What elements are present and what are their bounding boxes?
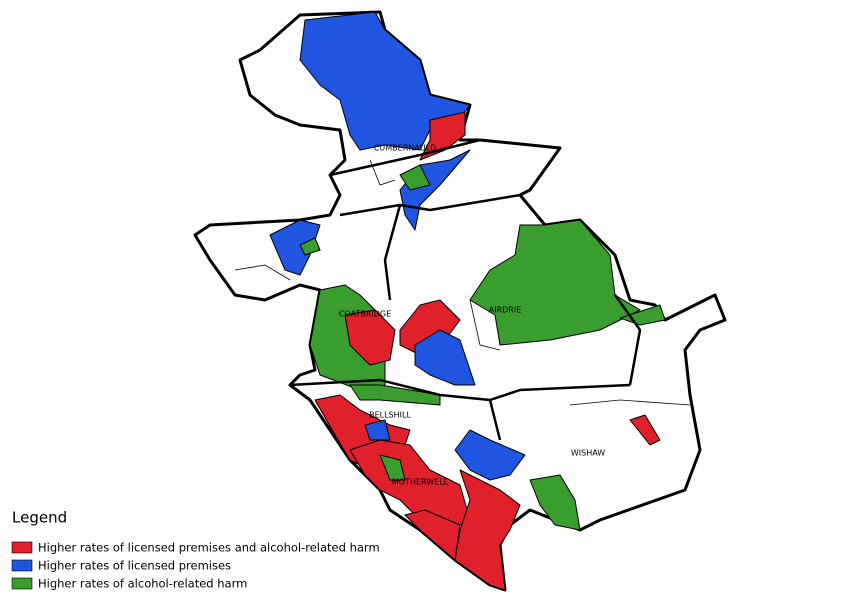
boundary — [383, 204, 402, 301]
region — [269, 219, 321, 276]
ward-line — [569, 399, 691, 406]
legend-label: Higher rates of licensed premises and al… — [38, 541, 380, 555]
boundary — [613, 294, 642, 386]
town-label: BELLSHILL — [369, 411, 411, 420]
region — [629, 414, 661, 446]
boundaries — [234, 138, 691, 441]
boundary — [339, 193, 521, 217]
town-label: MOTHERWELL — [392, 478, 449, 487]
region — [399, 299, 461, 356]
legend: Legend Higher rates of licensed premises… — [11, 509, 380, 591]
region — [364, 419, 391, 441]
legend-swatch — [11, 577, 33, 590]
legend-label: Higher rates of alcohol-related harm — [38, 577, 247, 591]
town-label: AIRDRIE — [489, 306, 522, 315]
legend-label: Higher rates of licensed premises — [38, 559, 231, 573]
boundary — [488, 399, 502, 441]
ward-line — [369, 159, 396, 186]
region — [399, 164, 431, 191]
town-label: COATBRIDGE — [339, 310, 391, 319]
legend-title: Legend — [12, 509, 67, 527]
ward-line — [469, 299, 501, 351]
boundary — [289, 378, 631, 402]
regions — [269, 11, 666, 591]
region — [344, 309, 396, 366]
region — [299, 237, 321, 256]
region — [404, 509, 461, 561]
town-labels: CUMBERNAULD COATBRIDGE AIRDRIE BELLSHILL… — [339, 144, 605, 487]
town-label: WISHAW — [571, 449, 605, 458]
ward-line — [234, 264, 291, 281]
region — [469, 219, 641, 346]
region — [454, 469, 521, 591]
legend-swatch — [11, 559, 33, 572]
legend-swatch — [11, 541, 33, 554]
region — [454, 429, 526, 481]
region — [529, 474, 581, 531]
region — [414, 329, 476, 386]
region — [349, 384, 441, 406]
boundary — [329, 138, 481, 177]
town-label: CUMBERNAULD — [374, 144, 436, 153]
region — [299, 11, 471, 151]
region — [379, 454, 406, 481]
